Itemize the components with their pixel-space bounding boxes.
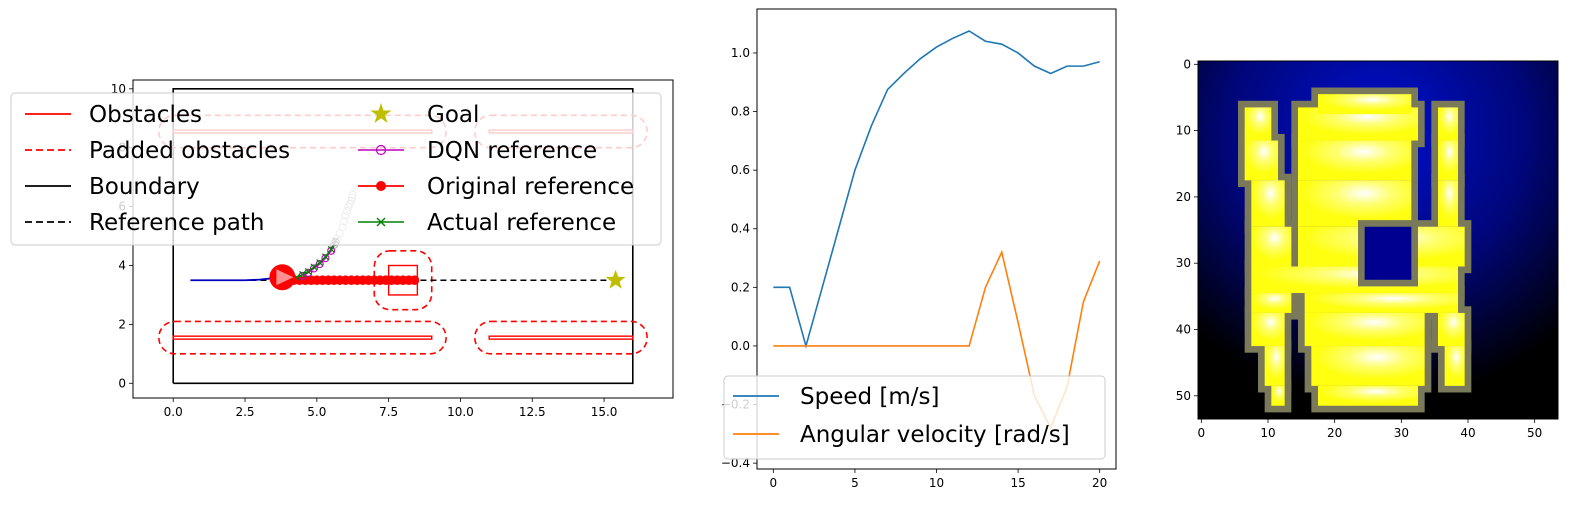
occupancy-hole-cell — [1364, 226, 1412, 280]
padded-obstacle — [474, 320, 648, 355]
legend-goal-star — [370, 103, 392, 123]
obstacle — [488, 335, 634, 340]
y-tick-label: 0.4 — [731, 222, 750, 236]
x-tick-label: 15 — [1010, 476, 1025, 490]
y-tick-label: 0.8 — [731, 105, 750, 119]
y-tick-label: 40 — [1176, 323, 1191, 337]
actual-reference-point — [322, 253, 329, 261]
actual-reference-point — [310, 263, 318, 271]
actual-reference-point — [299, 270, 306, 278]
occupancy-free-cell — [1438, 107, 1458, 141]
y-tick-label: 0.6 — [731, 163, 750, 177]
legend-box — [10, 92, 662, 246]
dqn-reference-point — [327, 246, 336, 255]
occupancy-free-cell — [1318, 385, 1418, 406]
y-tick-label: 1.0 — [731, 46, 750, 60]
legend-speed: Speed [m/s] — [800, 384, 940, 410]
velocity-legend: Speed [m/s] Angular velocity [rad/s] — [723, 375, 1106, 460]
y-tick-label: 30 — [1176, 256, 1191, 270]
occupancy-free-cell — [1311, 346, 1425, 386]
legend-angular-velocity: Angular velocity [rad/s] — [800, 422, 1070, 448]
robot-heading-arrow — [276, 269, 294, 286]
x-tick-label: 40 — [1460, 426, 1475, 440]
y-tick-label: 20 — [1176, 190, 1191, 204]
dqn-reference-line — [302, 241, 337, 277]
occupancy-free-cell — [1438, 140, 1458, 181]
occupancy-free-cell — [1251, 312, 1285, 347]
x-tick-label: 20 — [1092, 476, 1107, 490]
legend-box — [723, 375, 1106, 460]
occupancy-free-cell — [1251, 180, 1285, 227]
y-tick-label: 0.2 — [731, 280, 750, 294]
x-tick-label: 50 — [1527, 426, 1542, 440]
y-tick-label: 10 — [111, 82, 126, 96]
legend-boundary: Boundary — [89, 174, 200, 200]
occupancy-free-cell — [1244, 140, 1278, 181]
trajectory-plot: 0.02.55.07.510.012.515.0 0246810 Obstacl… — [10, 79, 674, 419]
occupancy-free-cell — [1251, 293, 1292, 313]
x-tick-label: 0.0 — [164, 405, 183, 419]
y-tick-label: 0 — [118, 376, 126, 390]
y-tick-label: 50 — [1176, 389, 1191, 403]
occupancy-free-cell — [1304, 293, 1458, 313]
x-tick-label: 0 — [1198, 426, 1206, 440]
occupancy-free-cell — [1318, 94, 1412, 115]
dqn-reference-point — [321, 254, 330, 263]
original-reference-point — [409, 275, 420, 286]
robot-trajectory-line — [190, 276, 283, 282]
y-tick-label: 0.0 — [731, 339, 750, 353]
obstacle — [172, 335, 433, 340]
legend-dqn-reference: DQN reference — [427, 138, 597, 164]
occupancy-free-cell — [1444, 346, 1465, 386]
legend-goal: Goal — [427, 102, 479, 128]
y-tick-label: −0.4 — [721, 456, 750, 470]
trajectory-legend: Obstacles Padded obstacles Boundary Refe… — [10, 92, 662, 246]
x-tick-label: 10 — [1260, 426, 1275, 440]
goal-star — [605, 269, 626, 289]
occupancy-free-cell — [1298, 180, 1412, 227]
x-tick-label: 10.0 — [447, 405, 474, 419]
x-tick-label: 30 — [1394, 426, 1409, 440]
x-tick-label: 10 — [929, 476, 944, 490]
occupancy-free-cell — [1438, 312, 1465, 347]
occupancy-free-cell — [1304, 312, 1425, 347]
speed-series-line — [773, 30, 1100, 349]
legend-dqn-marker — [375, 144, 387, 156]
occupancy-image-frame — [1197, 60, 1559, 420]
y-tick-label: 2 — [118, 317, 126, 331]
actual-reference-point — [327, 245, 335, 253]
legend-actual-marker — [376, 217, 386, 227]
y-tick-label: 4 — [118, 259, 126, 273]
occupancy-image-plot: 0 10 20 30 40 50 0 10 20 30 40 50 — [1176, 57, 1559, 440]
legend-original-reference: Original reference — [427, 174, 634, 200]
x-tick-label: 7.5 — [379, 405, 398, 419]
legend-obstacles: Obstacles — [89, 102, 202, 128]
y-tick-label: 10 — [1176, 124, 1191, 138]
x-tick-label: 20 — [1327, 426, 1342, 440]
occupancy-free-cell — [1298, 140, 1412, 181]
occupancy-free-cell — [1438, 180, 1458, 227]
legend-actual-reference: Actual reference — [427, 210, 616, 236]
x-tick-label: 5.0 — [307, 405, 326, 419]
occupancy-free-cell — [1244, 107, 1272, 141]
x-tick-label: 15.0 — [591, 405, 618, 419]
x-tick-label: 5 — [851, 476, 859, 490]
padded-obstacle — [158, 320, 447, 355]
occupancy-free-cell — [1264, 346, 1285, 386]
actual-reference-point — [316, 259, 324, 266]
occupancy-free-cell — [1271, 385, 1285, 406]
legend-original-marker — [376, 181, 386, 191]
x-tick-label: 0 — [769, 476, 777, 490]
occupancy-free-cell — [1251, 266, 1458, 294]
actual-reference-point — [304, 267, 312, 275]
x-tick-label: 2.5 — [235, 405, 254, 419]
y-tick-label: 0 — [1183, 57, 1191, 71]
legend-padded-obstacles: Padded obstacles — [89, 138, 290, 164]
x-tick-label: 12.5 — [519, 405, 546, 419]
occupancy-free-cell — [1251, 226, 1292, 267]
legend-reference-path: Reference path — [89, 210, 264, 236]
